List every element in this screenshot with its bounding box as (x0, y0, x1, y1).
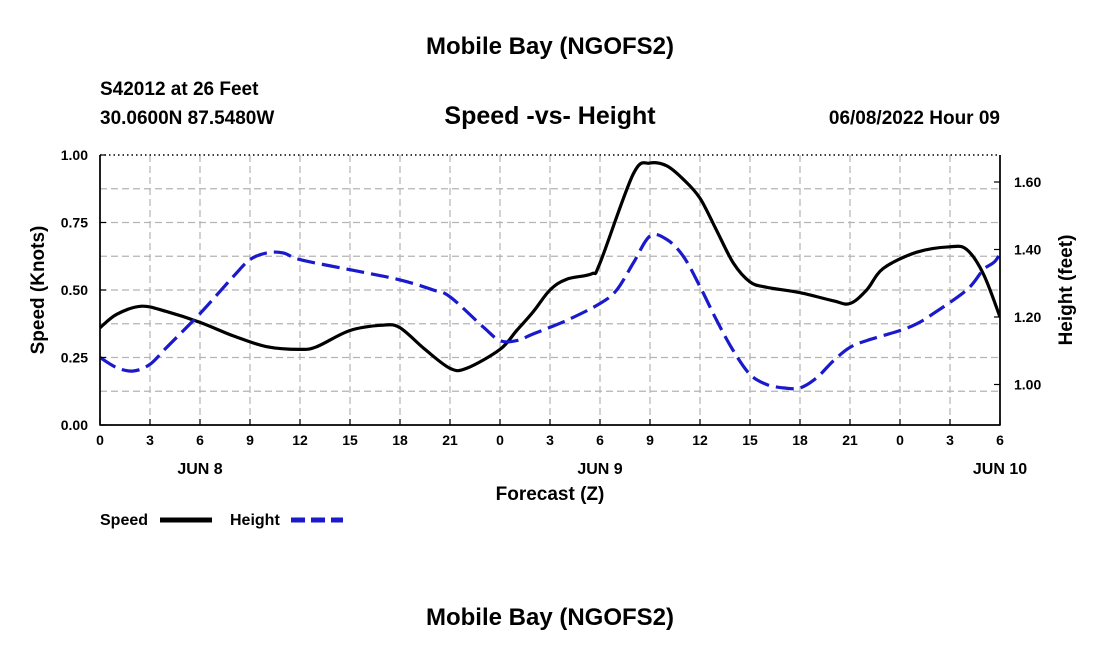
y2-tick-label: 1.00 (1014, 377, 1041, 393)
x-tick-label: 12 (692, 432, 708, 448)
y2-tick-label: 1.20 (1014, 309, 1041, 325)
x-tick-label: 3 (146, 432, 154, 448)
x-tick-label: 18 (792, 432, 808, 448)
x-tick-label: 0 (496, 432, 504, 448)
x-tick-label: 6 (596, 432, 604, 448)
legend: Speed Height (100, 512, 343, 529)
x-axis-ticks: 0 3 6 9 12 15 18 21 0 3 6 9 12 15 18 21 0 3 6 (96, 419, 1004, 448)
coordinates-label: 30.0600N 87.5480W (100, 108, 274, 129)
series-line-speed (100, 160, 1000, 373)
x-tick-label: 15 (742, 432, 758, 448)
x-tick-label: 0 (96, 432, 104, 448)
y-axis-label: Speed (Knots) (28, 226, 49, 355)
x-tick-label: 15 (342, 432, 358, 448)
y-tick-label: 0.75 (61, 215, 88, 231)
series-line-height (100, 232, 1000, 391)
day-label: JUN 10 (973, 461, 1027, 478)
x-tick-label: 21 (842, 432, 858, 448)
y-tick-label: 0.00 (61, 417, 88, 433)
x-tick-label: 9 (246, 432, 254, 448)
x-tick-label: 12 (292, 432, 308, 448)
x-tick-label: 6 (196, 432, 204, 448)
y-tick-label: 0.25 (61, 350, 88, 366)
x-tick-label: 3 (946, 432, 954, 448)
x-tick-label: 6 (996, 432, 1004, 448)
legend-speed-label: Speed (100, 512, 148, 529)
legend-height-label: Height (230, 512, 280, 529)
y2-axis-ticks: 1.00 1.20 1.40 1.60 (994, 174, 1041, 393)
day-label: JUN 9 (577, 461, 622, 478)
y-tick-label: 1.00 (61, 147, 88, 163)
x-axis-label: Forecast (Z) (496, 484, 605, 505)
y2-tick-label: 1.60 (1014, 174, 1041, 190)
x-tick-label: 9 (646, 432, 654, 448)
y-axis-ticks: 0.00 0.25 0.50 0.75 1.00 (61, 147, 106, 433)
page-title: Mobile Bay (NGOFS2) (426, 33, 674, 60)
chart-title: Speed -vs- Height (444, 102, 656, 130)
y2-tick-label: 1.40 (1014, 242, 1041, 258)
x-tick-label: 18 (392, 432, 408, 448)
timestamp-label: 06/08/2022 Hour 09 (829, 108, 1000, 129)
x-tick-label: 21 (442, 432, 458, 448)
y-tick-label: 0.50 (61, 282, 88, 298)
x-tick-label: 3 (546, 432, 554, 448)
day-labels: JUN 8 JUN 9 JUN 10 (177, 461, 1027, 478)
footer-title: Mobile Bay (NGOFS2) (426, 604, 674, 631)
y2-axis-label: Height (feet) (1056, 235, 1077, 346)
station-label: S42012 at 26 Feet (100, 79, 259, 100)
series-layer (100, 160, 1000, 391)
x-tick-label: 0 (896, 432, 904, 448)
day-label: JUN 8 (177, 461, 222, 478)
